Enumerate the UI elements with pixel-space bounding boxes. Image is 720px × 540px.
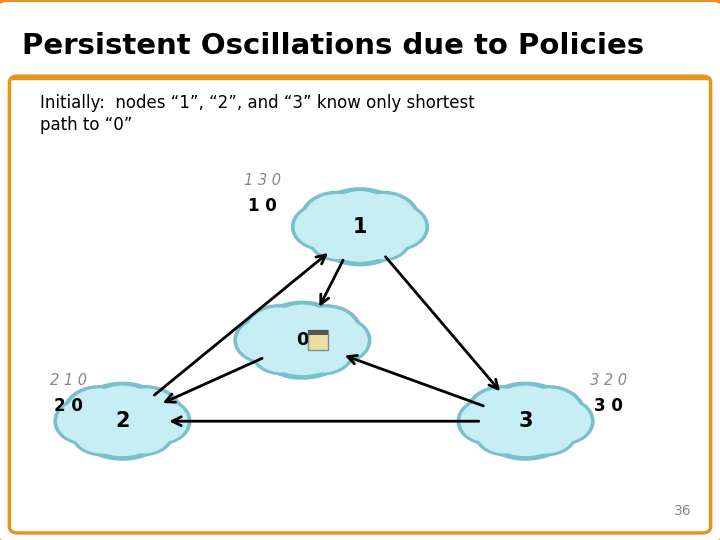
- Circle shape: [308, 188, 412, 266]
- Circle shape: [251, 328, 312, 375]
- Circle shape: [292, 204, 354, 250]
- Circle shape: [257, 306, 348, 374]
- Circle shape: [114, 389, 178, 437]
- Text: Initially:  nodes “1”, “2”, and “3” know only shortest: Initially: nodes “1”, “2”, and “3” know …: [40, 94, 474, 112]
- Circle shape: [116, 412, 171, 453]
- Text: 1 0: 1 0: [248, 197, 277, 215]
- Circle shape: [499, 415, 552, 454]
- Circle shape: [87, 383, 158, 436]
- Circle shape: [271, 305, 333, 352]
- Text: 3 2 0: 3 2 0: [590, 373, 627, 388]
- Circle shape: [54, 398, 116, 444]
- Circle shape: [234, 317, 296, 363]
- Text: 3: 3: [518, 411, 533, 431]
- Text: 1: 1: [353, 217, 367, 237]
- Circle shape: [495, 386, 557, 433]
- Circle shape: [309, 317, 371, 363]
- Circle shape: [366, 204, 428, 250]
- Circle shape: [71, 409, 132, 456]
- Circle shape: [474, 409, 536, 456]
- Circle shape: [254, 331, 309, 372]
- Circle shape: [312, 320, 367, 361]
- Circle shape: [333, 220, 387, 260]
- Circle shape: [300, 191, 373, 246]
- Circle shape: [58, 401, 112, 442]
- Circle shape: [251, 301, 354, 379]
- Text: path to “0”: path to “0”: [40, 116, 132, 134]
- Circle shape: [132, 401, 187, 442]
- Circle shape: [71, 382, 174, 460]
- Text: 2 1 0: 2 1 0: [50, 373, 87, 388]
- Circle shape: [330, 218, 390, 262]
- Circle shape: [315, 193, 405, 261]
- Circle shape: [267, 302, 338, 355]
- Circle shape: [272, 331, 333, 376]
- Circle shape: [308, 214, 370, 261]
- Bar: [308, 330, 328, 335]
- Circle shape: [329, 192, 391, 238]
- Circle shape: [112, 409, 174, 456]
- Circle shape: [74, 412, 129, 453]
- Circle shape: [289, 305, 362, 359]
- Text: 1 3 0: 1 3 0: [244, 173, 282, 188]
- Circle shape: [517, 389, 581, 437]
- Circle shape: [347, 191, 420, 246]
- Circle shape: [294, 308, 358, 356]
- Circle shape: [350, 214, 412, 261]
- Text: Persistent Oscillations due to Policies: Persistent Oscillations due to Policies: [22, 32, 644, 60]
- Circle shape: [354, 218, 408, 259]
- Circle shape: [238, 320, 292, 361]
- Circle shape: [296, 331, 351, 372]
- Circle shape: [325, 188, 395, 241]
- Circle shape: [466, 386, 539, 440]
- Text: 2: 2: [115, 411, 130, 431]
- Circle shape: [292, 328, 354, 375]
- Circle shape: [276, 334, 329, 373]
- Circle shape: [92, 412, 153, 457]
- Circle shape: [457, 398, 519, 444]
- Circle shape: [243, 305, 315, 359]
- Circle shape: [474, 382, 577, 460]
- Circle shape: [77, 387, 168, 455]
- Circle shape: [91, 386, 153, 433]
- Circle shape: [480, 387, 571, 455]
- Circle shape: [312, 218, 366, 259]
- Circle shape: [461, 401, 516, 442]
- FancyBboxPatch shape: [9, 76, 711, 533]
- Text: 2 0: 2 0: [54, 397, 83, 415]
- Circle shape: [109, 386, 182, 440]
- Circle shape: [513, 386, 585, 440]
- Circle shape: [495, 412, 556, 457]
- Circle shape: [519, 412, 574, 453]
- Circle shape: [532, 398, 594, 444]
- Text: 0: 0: [296, 331, 309, 349]
- Text: 36: 36: [674, 504, 691, 518]
- Circle shape: [96, 415, 149, 454]
- Circle shape: [477, 412, 532, 453]
- Bar: [308, 330, 328, 350]
- Circle shape: [67, 389, 131, 437]
- Circle shape: [295, 206, 350, 247]
- Circle shape: [247, 308, 311, 356]
- Circle shape: [351, 195, 415, 242]
- Circle shape: [470, 389, 534, 437]
- Circle shape: [305, 195, 369, 242]
- Circle shape: [129, 398, 191, 444]
- Circle shape: [63, 386, 135, 440]
- Circle shape: [490, 383, 561, 436]
- Text: 3 0: 3 0: [594, 397, 623, 415]
- Circle shape: [516, 409, 577, 456]
- Circle shape: [536, 401, 590, 442]
- Circle shape: [370, 206, 425, 247]
